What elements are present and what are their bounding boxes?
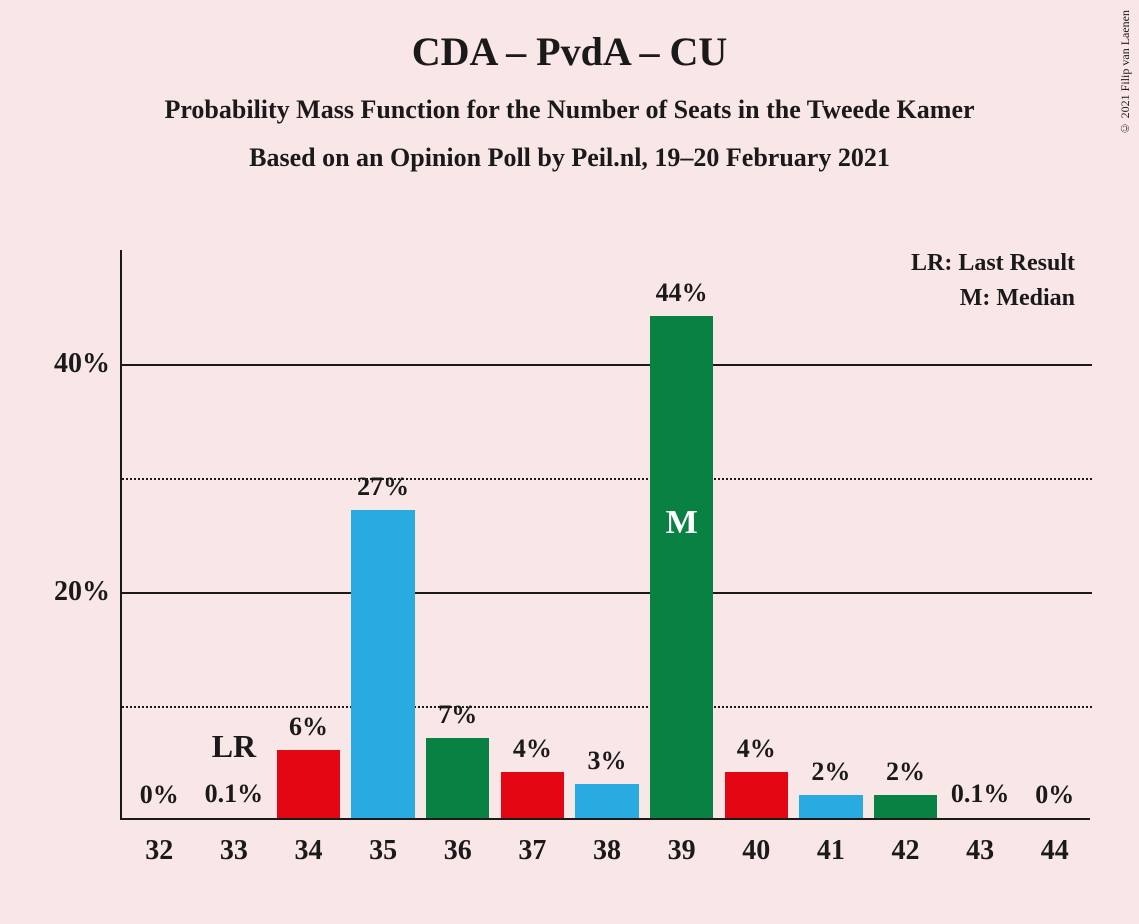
xtick-label: 34 [295, 835, 323, 867]
chart-subtitle-2: Based on an Opinion Poll by Peil.nl, 19–… [0, 125, 1139, 173]
gridline-minor [122, 706, 1092, 708]
bar [501, 772, 564, 818]
bar-value-label: 2% [811, 757, 850, 787]
bar [202, 817, 265, 818]
bar-value-label: 0% [1035, 780, 1074, 810]
bar-value-label: 0% [140, 780, 179, 810]
ytick-label: 40% [10, 348, 110, 380]
bar-value-label: 44% [656, 278, 708, 308]
bar-value-label: 2% [886, 757, 925, 787]
xtick-label: 35 [369, 835, 397, 867]
xtick-label: 41 [817, 835, 845, 867]
chart-title: CDA – PvdA – CU [0, 0, 1139, 75]
xtick-label: 36 [444, 835, 472, 867]
chart-subtitle-1: Probability Mass Function for the Number… [0, 75, 1139, 125]
bar-value-label: 6% [289, 712, 328, 742]
gridline-minor [122, 478, 1092, 480]
bar [277, 750, 340, 818]
bar-value-label: 0.1% [205, 779, 264, 809]
xtick-label: 33 [220, 835, 248, 867]
bar [575, 784, 638, 818]
bar [799, 795, 862, 818]
xtick-label: 38 [593, 835, 621, 867]
bar-value-label: 4% [737, 734, 776, 764]
gridline-major [122, 364, 1092, 366]
bar-value-label: 7% [438, 700, 477, 730]
bar [650, 316, 713, 818]
bar [948, 817, 1011, 818]
bar [351, 510, 414, 818]
xtick-label: 39 [668, 835, 696, 867]
bar [426, 738, 489, 818]
xtick-label: 44 [1041, 835, 1069, 867]
chart-area: LR: Last Result M: Median 20%40%0%320.1%… [120, 250, 1090, 820]
bar [725, 772, 788, 818]
gridline-major [122, 592, 1092, 594]
bar-value-label: 4% [513, 734, 552, 764]
xtick-label: 37 [518, 835, 546, 867]
ytick-label: 20% [10, 576, 110, 608]
bar-value-label: 27% [357, 472, 409, 502]
xtick-label: 42 [891, 835, 919, 867]
bar-value-label: 0.1% [951, 779, 1010, 809]
xtick-label: 32 [145, 835, 173, 867]
bar [874, 795, 937, 818]
median-marker: M [666, 504, 698, 542]
plot-region: 20%40%0%320.1%LR336%3427%357%364%373%384… [120, 250, 1090, 820]
xtick-label: 40 [742, 835, 770, 867]
xtick-label: 43 [966, 835, 994, 867]
bar-value-label: 3% [588, 746, 627, 776]
last-result-marker: LR [212, 728, 256, 765]
copyright-text: © 2021 Filip van Laenen [1118, 10, 1133, 135]
